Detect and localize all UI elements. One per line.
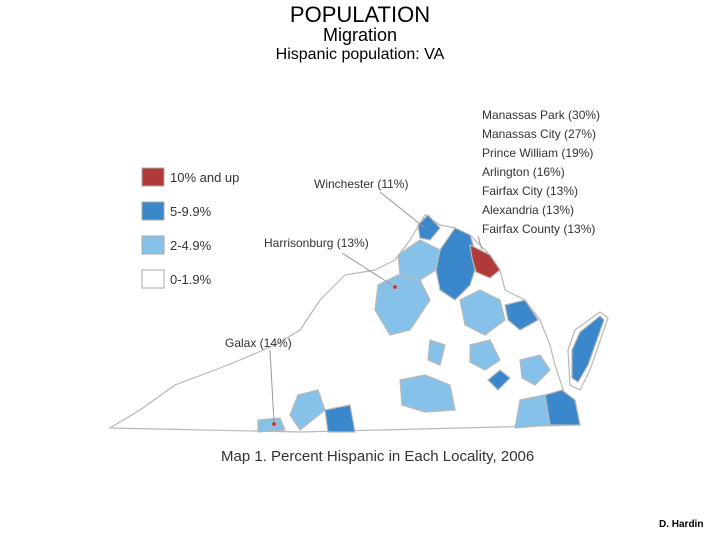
author: D. Hardin	[659, 519, 704, 530]
region	[571, 315, 605, 383]
list-item: Arlington (16%)	[482, 165, 565, 179]
region	[399, 374, 456, 413]
annotation: Harrisonburg (13%)	[264, 236, 369, 250]
region	[459, 289, 506, 336]
leaders	[269, 191, 483, 423]
list-item: Fairfax City (13%)	[482, 184, 579, 198]
region	[504, 299, 539, 331]
region	[374, 274, 431, 336]
harrisonburg-mark	[391, 283, 399, 291]
region	[514, 394, 551, 429]
legend-label: 10% and up	[170, 170, 239, 185]
list-item: Alexandria (13%)	[482, 203, 575, 217]
list-item: Manassas Park (30%)	[482, 108, 601, 122]
annotation: Galax (14%)	[225, 336, 292, 350]
annotation: Winchester (11%)	[314, 177, 409, 191]
caption: Map 1. Percent Hispanic in Each Locality…	[221, 448, 535, 465]
region	[427, 339, 446, 366]
list-item: Prince William (19%)	[482, 146, 594, 160]
subtitle: Migration	[322, 25, 398, 45]
title: POPULATION	[289, 2, 431, 27]
legend-swatch	[141, 235, 165, 255]
legend: 10% and up 5-9.9% 2-4.9% 0-1.9%	[141, 167, 239, 289]
leader-line	[341, 252, 393, 286]
leader-line	[379, 191, 426, 229]
list-item: Fairfax County (13%)	[482, 222, 596, 236]
legend-label: 0-1.9%	[170, 272, 212, 287]
galax-mark	[270, 420, 278, 428]
region	[519, 354, 551, 386]
legend-label: 2-4.9%	[170, 238, 212, 253]
leader-line	[477, 235, 483, 251]
region	[544, 389, 581, 426]
region-high	[469, 243, 501, 279]
legend-swatch	[141, 201, 165, 221]
region	[487, 369, 511, 391]
legend-swatch	[141, 269, 165, 289]
leader-line	[269, 349, 275, 423]
region	[324, 404, 356, 433]
legend-swatch	[141, 167, 165, 187]
list-item: Manassas City (27%)	[482, 127, 597, 141]
virginia-map	[107, 214, 609, 433]
heading: Hispanic population: VA	[275, 46, 445, 63]
region	[469, 339, 501, 371]
region	[435, 227, 479, 301]
region	[417, 214, 441, 241]
legend-label: 5-9.9%	[170, 204, 212, 219]
region	[289, 389, 326, 431]
northern-list: Manassas Park (30%) Manassas City (27%) Pr…	[482, 106, 600, 239]
